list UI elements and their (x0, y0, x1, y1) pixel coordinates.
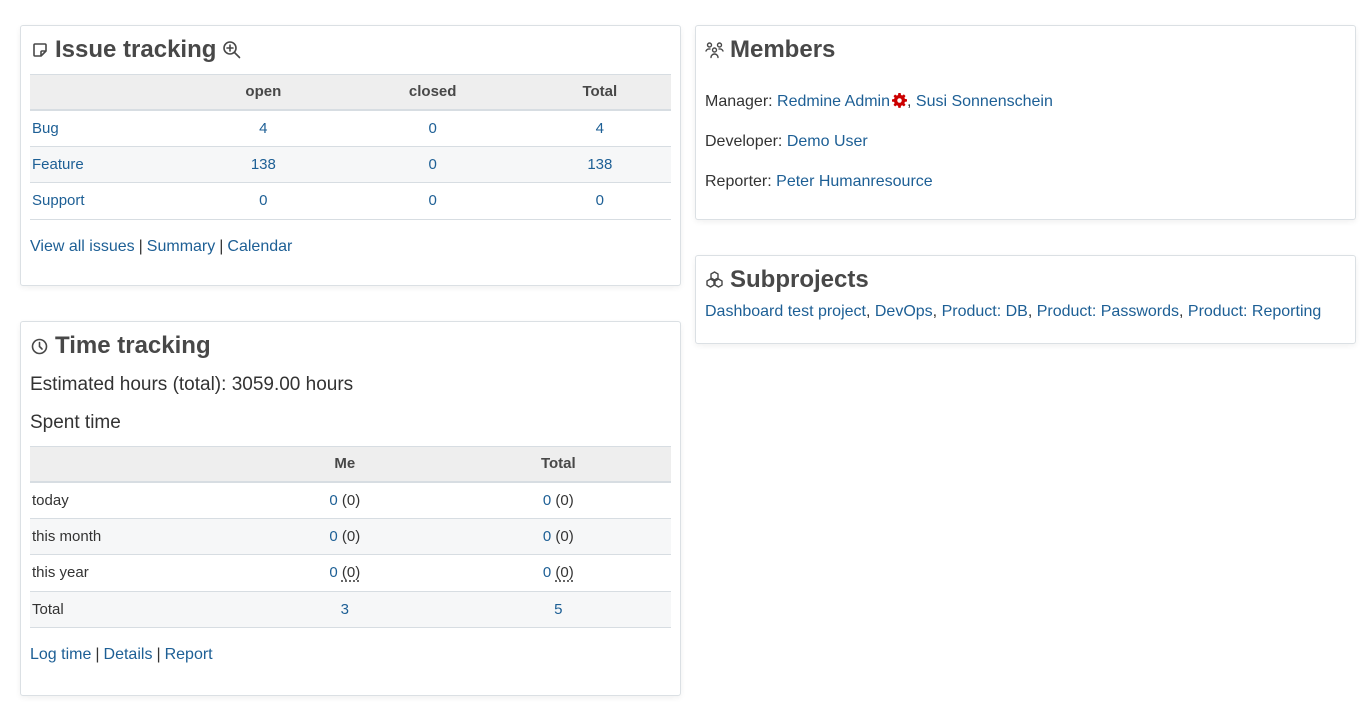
table-row: today 0 (0) 0 (0) (30, 481, 671, 519)
issue-tracking-table: open closed Total Bug 4 0 4 Feature 138 … (30, 74, 671, 220)
subprojects-title: Subprojects (730, 266, 869, 293)
member-link-redmine-admin[interactable]: Redmine Admin (777, 93, 890, 110)
today-me-paren: (0) (341, 491, 361, 509)
total-me-link[interactable]: 3 (340, 600, 349, 618)
col-header-me: Me (244, 446, 446, 483)
bug-total-link[interactable]: 4 (595, 119, 604, 137)
role-manager: Manager: Redmine Admin, Susi Sonnenschei… (705, 93, 1053, 110)
table-row: Bug 4 0 4 (30, 109, 671, 147)
details-link[interactable]: Details (103, 646, 153, 663)
table-row: this month 0 (0) 0 (0) (30, 518, 671, 555)
period-label: today (30, 481, 244, 519)
subproject-link-devops[interactable]: DevOps (874, 303, 933, 320)
col-header-open: open (190, 74, 337, 111)
subprojects-panel: Subprojects Dashboard test project, DevO… (695, 255, 1356, 344)
today-total-link[interactable]: 0 (542, 491, 552, 509)
month-total-link[interactable]: 0 (542, 527, 552, 545)
separator: | (156, 646, 161, 663)
month-me-paren: (0) (341, 527, 361, 545)
issue-links: View all issues | Summary | Calendar (30, 238, 671, 256)
year-total-paren: (0) (555, 564, 574, 582)
issue-tracking-panel: Issue tracking open closed Total Bug 4 0… (20, 25, 681, 286)
issue-tracking-title: Issue tracking (55, 36, 217, 63)
member-link-susi-sonnenschein[interactable]: Susi Sonnenschein (915, 93, 1053, 110)
feature-open-link[interactable]: 138 (250, 155, 276, 173)
year-total-link[interactable]: 0 (542, 564, 552, 582)
tracker-link-support[interactable]: Support (32, 192, 85, 210)
clock-icon (30, 337, 49, 356)
role-label: Developer: (705, 133, 783, 150)
feature-total-link[interactable]: 138 (587, 155, 613, 173)
time-links: Log time | Details | Report (30, 646, 671, 664)
month-me-link[interactable]: 0 (329, 527, 338, 545)
bug-open-link[interactable]: 4 (259, 119, 268, 137)
admin-gear-icon (892, 93, 907, 108)
log-time-link[interactable]: Log time (30, 646, 92, 663)
table-row: Total 3 5 (30, 591, 671, 628)
year-me-link[interactable]: 0 (329, 564, 338, 582)
separator: | (95, 646, 100, 663)
separator: | (138, 237, 143, 255)
report-link[interactable]: Report (164, 646, 213, 663)
members-heading: Members (705, 36, 1346, 64)
cubes-icon (705, 270, 724, 290)
users-icon (705, 41, 724, 60)
year-me-paren: (0) (341, 564, 361, 582)
time-tracking-panel: Time tracking Estimated hours (total): 3… (20, 321, 681, 696)
subproject-link-product-passwords[interactable]: Product: Passwords (1036, 303, 1179, 320)
tracker-link-feature[interactable]: Feature (32, 155, 84, 173)
col-header-total: Total (445, 446, 671, 483)
today-total-paren: (0) (555, 491, 574, 509)
time-tracking-title: Time tracking (55, 332, 211, 359)
total-total-link[interactable]: 5 (554, 600, 563, 618)
col-header-tracker (30, 74, 190, 111)
col-header-total: Total (528, 74, 671, 111)
spent-time-heading: Spent time (30, 412, 121, 433)
table-row: this year 0 (0) 0 (0) (30, 554, 671, 592)
role-label: Manager: (705, 93, 773, 110)
role-developer: Developer: Demo User (705, 132, 1346, 151)
subprojects-list: Dashboard test project, DevOps, Product:… (705, 303, 1322, 320)
period-label: Total (30, 591, 244, 628)
support-total-link[interactable]: 0 (595, 192, 604, 210)
members-title: Members (730, 36, 836, 63)
table-row: Support 0 0 0 (30, 182, 671, 220)
view-all-issues-link[interactable]: View all issues (30, 237, 135, 255)
tracker-link-bug[interactable]: Bug (32, 119, 59, 137)
time-tracking-heading: Time tracking (30, 332, 671, 360)
support-open-link[interactable]: 0 (259, 192, 268, 210)
zoom-in-icon[interactable] (222, 40, 242, 60)
role-reporter: Reporter: Peter Humanresource (705, 172, 1346, 191)
member-link-peter-humanresource[interactable]: Peter Humanresource (776, 173, 933, 190)
member-link-demo-user[interactable]: Demo User (786, 133, 868, 150)
col-header-period (30, 446, 244, 483)
period-label: this year (30, 554, 244, 592)
month-total-paren: (0) (555, 527, 574, 545)
col-header-closed: closed (336, 74, 529, 111)
separator: | (219, 237, 224, 255)
summary-link[interactable]: Summary (146, 237, 216, 255)
role-label: Reporter: (705, 173, 772, 190)
sticky-note-icon (30, 41, 49, 60)
estimated-hours: Estimated hours (total): 3059.00 hours (30, 374, 354, 395)
subprojects-heading: Subprojects (705, 266, 1346, 294)
subproject-link-dashboard-test-project[interactable]: Dashboard test project (705, 303, 866, 320)
table-row: Feature 138 0 138 (30, 146, 671, 183)
period-label: this month (30, 518, 244, 555)
feature-closed-link[interactable]: 0 (428, 155, 437, 173)
subproject-link-product-reporting[interactable]: Product: Reporting (1187, 303, 1322, 320)
calendar-link[interactable]: Calendar (227, 237, 293, 255)
subproject-link-product-db[interactable]: Product: DB (941, 303, 1028, 320)
bug-closed-link[interactable]: 0 (428, 119, 437, 137)
support-closed-link[interactable]: 0 (428, 192, 437, 210)
today-me-link[interactable]: 0 (329, 491, 338, 509)
members-panel: Members Manager: Redmine Admin, Susi Son… (695, 25, 1356, 220)
issue-tracking-heading: Issue tracking (30, 36, 671, 64)
spent-time-table: Me Total today 0 (0) 0 (0) this month 0 … (30, 446, 671, 628)
